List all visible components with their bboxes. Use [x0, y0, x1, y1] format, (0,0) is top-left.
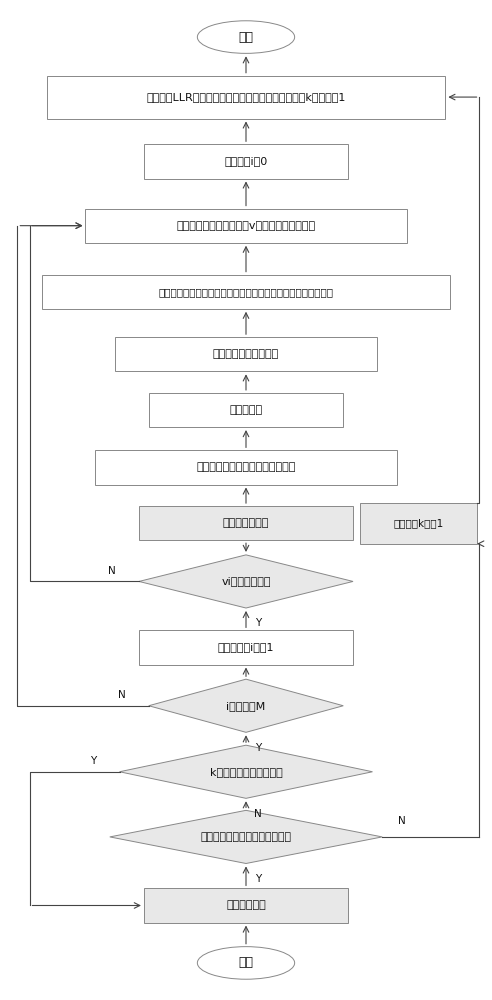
- Text: N: N: [108, 566, 116, 576]
- Text: N: N: [398, 816, 405, 826]
- Text: 从当前行的变量节点集合v中取出一个变量节点: 从当前行的变量节点集合v中取出一个变量节点: [177, 221, 315, 231]
- FancyBboxPatch shape: [115, 337, 377, 371]
- Text: Y: Y: [255, 743, 261, 753]
- Text: 开始: 开始: [239, 31, 253, 44]
- Text: 结束: 结束: [239, 956, 253, 969]
- Text: N: N: [118, 690, 126, 700]
- FancyBboxPatch shape: [360, 503, 477, 544]
- Text: 更新外信息: 更新外信息: [229, 405, 263, 415]
- Text: 移除该变量节点: 移除该变量节点: [223, 518, 269, 528]
- Text: 当前行下标i累加1: 当前行下标i累加1: [218, 642, 274, 652]
- Polygon shape: [149, 679, 343, 732]
- Text: 判决码字是否满足所有校验方程: 判决码字是否满足所有校验方程: [201, 832, 291, 842]
- Text: 更新二元组信息及符号信息并存储: 更新二元组信息及符号信息并存储: [196, 462, 296, 472]
- Polygon shape: [139, 555, 353, 608]
- FancyBboxPatch shape: [42, 275, 450, 309]
- Ellipse shape: [197, 21, 295, 53]
- Ellipse shape: [197, 947, 295, 979]
- Polygon shape: [110, 810, 382, 863]
- Text: 迭代次数k累加1: 迭代次数k累加1: [394, 518, 444, 528]
- Text: vi是否为空集合: vi是否为空集合: [221, 576, 271, 586]
- Text: 获取所有与该变量节点链接的校验节点的二元组信息及符号信息: 获取所有与该变量节点链接的校验节点的二元组信息及符号信息: [158, 287, 334, 297]
- FancyBboxPatch shape: [144, 888, 348, 923]
- Text: i是否等于M: i是否等于M: [226, 701, 266, 711]
- FancyBboxPatch shape: [139, 630, 353, 665]
- Text: Y: Y: [255, 618, 261, 628]
- FancyBboxPatch shape: [47, 76, 445, 119]
- FancyBboxPatch shape: [139, 506, 353, 540]
- FancyBboxPatch shape: [149, 393, 343, 427]
- Text: N: N: [254, 809, 262, 819]
- Text: 令当前行i为0: 令当前行i为0: [224, 156, 268, 166]
- Polygon shape: [120, 745, 372, 798]
- Text: 利用信道LLR信息初始化校验节点外信息，迭代次数k初始化为1: 利用信道LLR信息初始化校验节点外信息，迭代次数k初始化为1: [146, 92, 346, 102]
- Text: Y: Y: [255, 874, 261, 884]
- Text: 利用二元组还原外信息: 利用二元组还原外信息: [213, 349, 279, 359]
- Text: 输出译码码字: 输出译码码字: [226, 900, 266, 910]
- FancyBboxPatch shape: [95, 450, 397, 485]
- FancyBboxPatch shape: [144, 144, 348, 179]
- Text: k是否等于最大迭代次数: k是否等于最大迭代次数: [210, 767, 282, 777]
- Text: Y: Y: [90, 756, 96, 766]
- FancyBboxPatch shape: [86, 209, 406, 243]
